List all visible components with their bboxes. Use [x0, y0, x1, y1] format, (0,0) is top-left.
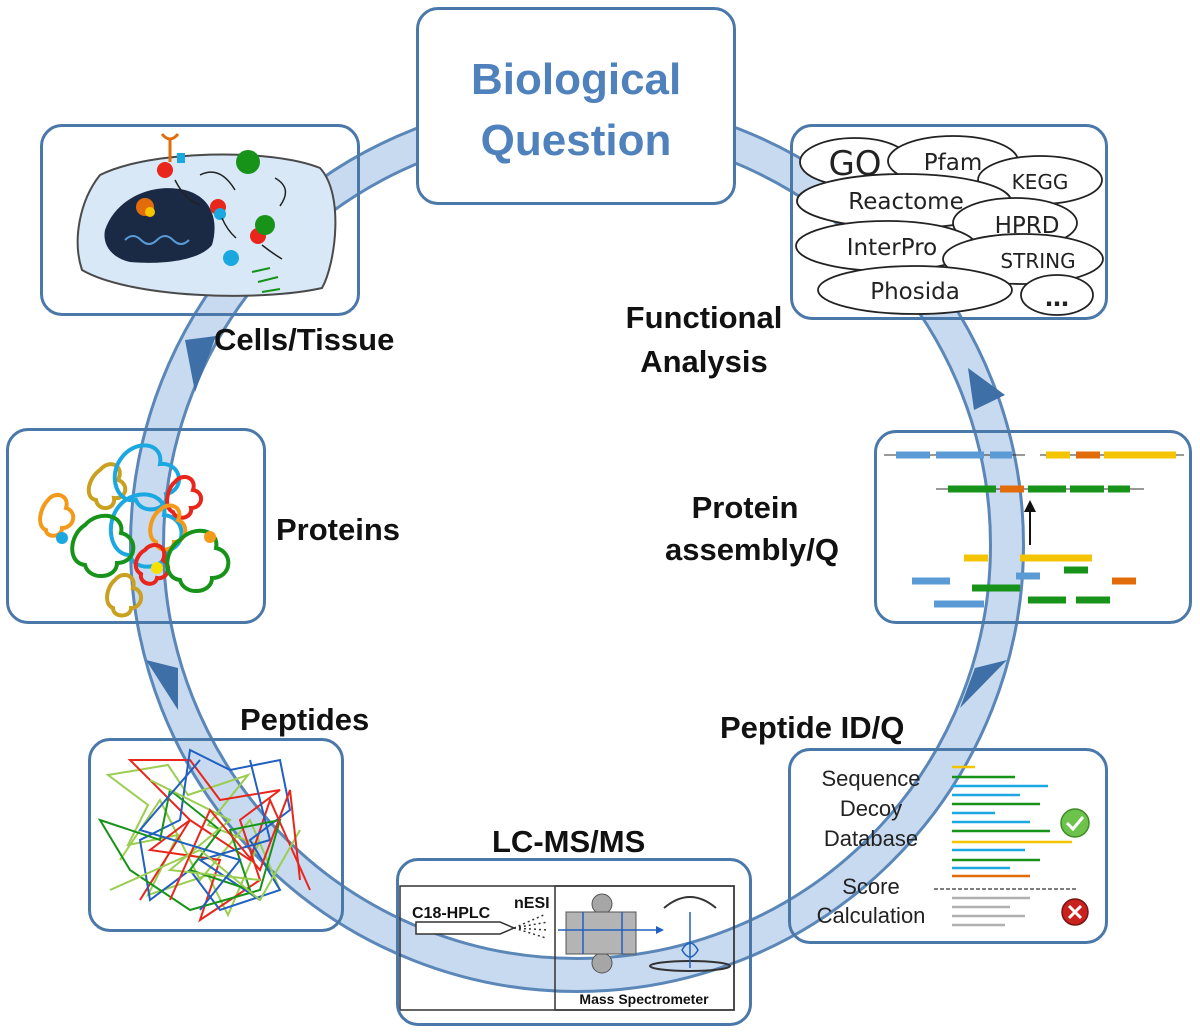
stage-label-proteins: Proteins: [276, 512, 401, 547]
psm-lines: [934, 765, 1078, 927]
protein-assembly-box: [874, 430, 1192, 624]
cells-tissue-box: [40, 124, 360, 316]
stage-label-lcms: LC-MS/MS: [492, 824, 646, 859]
stage-label-peptide-id: Peptide ID/Q: [720, 710, 905, 745]
stage-label-assembly-line2: assembly/Q: [664, 532, 840, 567]
stage-label-functional-line2: Analysis: [640, 344, 768, 379]
ring-arrow-peptideid-to-assembly: [960, 660, 1007, 708]
proteins-illustration: [38, 443, 231, 618]
lcms-illustration: [399, 885, 735, 1011]
assembly-up-arrow: [1024, 500, 1036, 545]
stage-label-assembly-line1: Protein: [691, 490, 799, 525]
stage-label-cells: Cells/Tissue: [214, 322, 395, 357]
lcms-box: [396, 858, 752, 1026]
protein-assembly-bars: [884, 451, 1184, 608]
stage-label-functional-line1: Functional: [625, 300, 783, 335]
accepted-checkmark-icon: [1060, 808, 1090, 838]
stage-label-peptides: Peptides: [240, 702, 370, 737]
peptides-illustration: [97, 748, 311, 923]
diagram-title: Biological Question: [471, 55, 682, 165]
rejected-x-icon: [1061, 898, 1089, 926]
ring-arrow-proteins-to-peptides: [146, 660, 178, 710]
cell-illustration: [76, 133, 337, 297]
ring-arrow-cells-to-proteins: [185, 336, 216, 392]
biological-question-box: Biological Question: [416, 7, 736, 205]
peptides-box: [88, 738, 344, 932]
proteins-box: [6, 428, 266, 624]
database-bubbles: [795, 135, 1104, 316]
peptide-id-box: [788, 748, 1108, 944]
ring-arrow-functional-to-assembly: [968, 368, 1005, 410]
functional-analysis-box: [790, 124, 1108, 320]
